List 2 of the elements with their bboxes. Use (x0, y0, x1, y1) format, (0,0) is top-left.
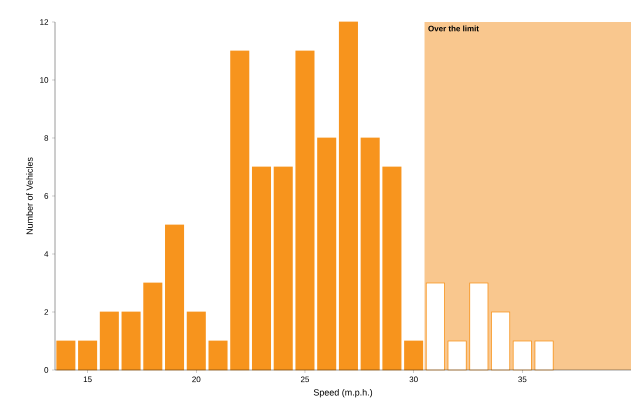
y-axis-title: Number of Vehicles (26, 157, 33, 234)
x-axis-title: Speed (m.p.h.) (314, 388, 372, 398)
